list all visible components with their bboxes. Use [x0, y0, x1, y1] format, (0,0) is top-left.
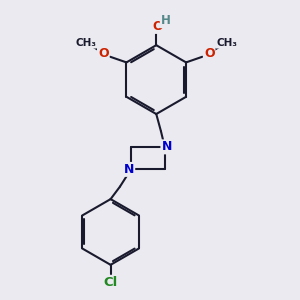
- Text: O: O: [98, 46, 109, 59]
- Text: Cl: Cl: [103, 277, 118, 290]
- Text: CH₃: CH₃: [75, 38, 96, 48]
- Text: N: N: [124, 163, 134, 176]
- Text: O: O: [152, 20, 163, 33]
- Text: CH₃: CH₃: [216, 38, 237, 48]
- Text: N: N: [161, 140, 172, 153]
- Text: O: O: [204, 46, 214, 59]
- Text: H: H: [161, 14, 171, 27]
